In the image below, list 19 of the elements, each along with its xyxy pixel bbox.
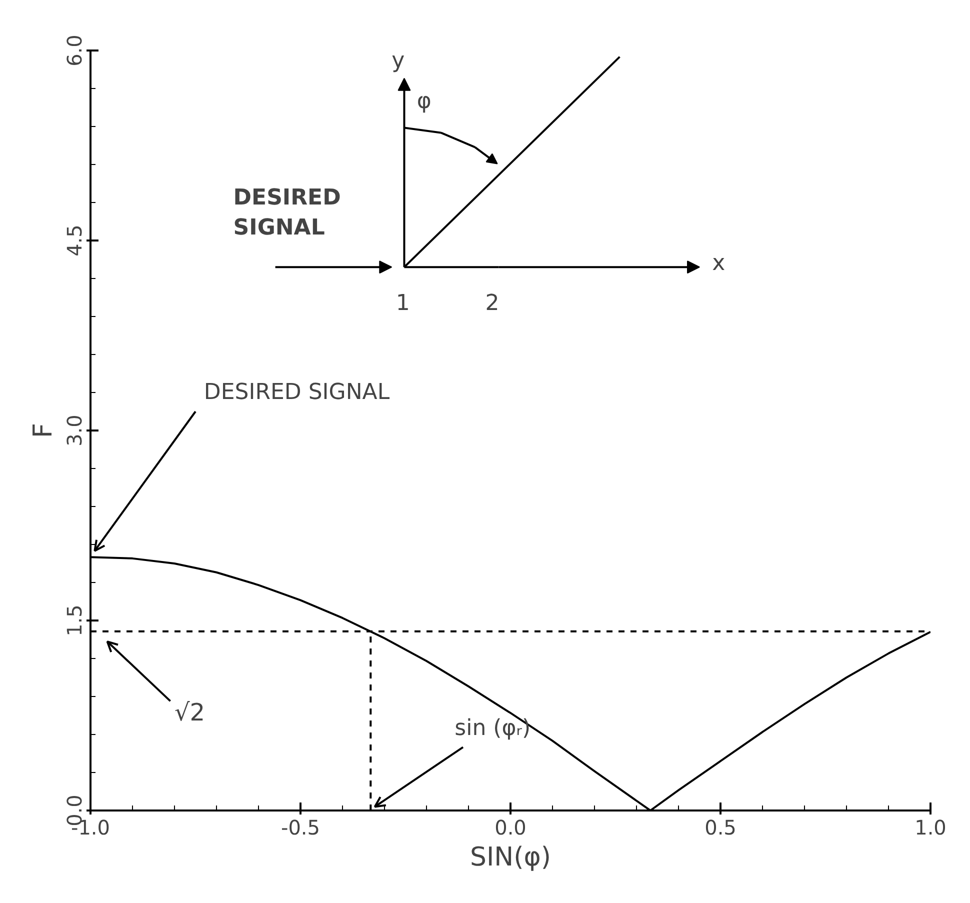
ref-line-label: sin (φᵣ) (454, 716, 531, 741)
y-axis-title: F (28, 423, 58, 438)
y-tick-label: 3.0 (62, 414, 86, 446)
annotation: x (712, 250, 726, 276)
annotation: DESIRED SIGNAL (204, 380, 390, 406)
y-tick-label: 6.0 (62, 34, 86, 66)
x-tick-label: -0.5 (280, 816, 320, 840)
x-tick-label: 0.5 (704, 816, 736, 840)
annotation: φ (416, 88, 432, 114)
annotation: DESIRED SIGNAL (233, 186, 341, 240)
y-tick-label: 1.5 (62, 604, 86, 636)
ref-line-label: √2 (174, 698, 206, 726)
x-tick-label: 0.0 (494, 816, 526, 840)
x-axis-title: SIN(φ) (470, 842, 552, 872)
annotation: y (392, 48, 405, 74)
x-tick-label: 1.0 (914, 816, 946, 840)
annotation: 1 (396, 291, 410, 316)
y-tick-label: 4.5 (62, 224, 86, 256)
annotation: 2 (485, 291, 500, 316)
